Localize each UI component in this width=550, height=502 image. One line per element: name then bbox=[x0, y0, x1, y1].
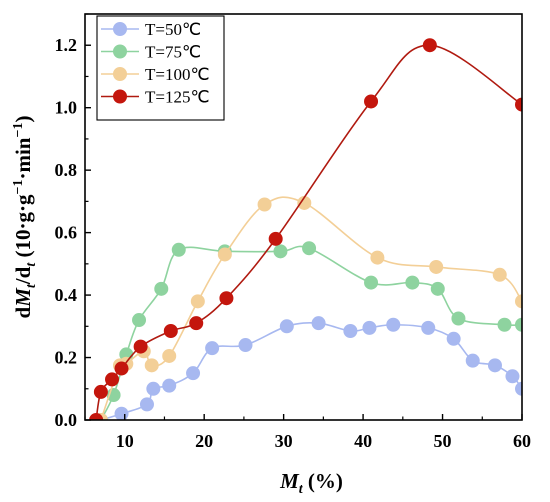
data-point bbox=[405, 275, 420, 290]
data-point bbox=[515, 97, 522, 112]
data-point bbox=[505, 369, 520, 384]
data-point bbox=[268, 231, 283, 246]
data-point bbox=[311, 316, 326, 331]
x-tick-label: 60 bbox=[513, 431, 531, 451]
data-point bbox=[144, 358, 159, 373]
y-tick-label: 1.2 bbox=[55, 35, 78, 55]
x-tick-label: 40 bbox=[354, 431, 372, 451]
data-point bbox=[446, 331, 461, 346]
y-tick-label: 1.0 bbox=[55, 98, 78, 118]
y-axis-title: dMt/dt (10·g·g−1·min−1) bbox=[11, 116, 39, 319]
series-4 bbox=[89, 38, 522, 420]
data-point bbox=[189, 316, 204, 331]
series-2 bbox=[93, 241, 522, 420]
data-point bbox=[139, 397, 154, 412]
data-point bbox=[162, 378, 177, 393]
plot-frame bbox=[84, 13, 523, 421]
data-point bbox=[364, 275, 379, 290]
data-point bbox=[487, 358, 502, 373]
data-point bbox=[154, 281, 169, 296]
legend-label: T=100℃ bbox=[145, 65, 210, 84]
data-point bbox=[451, 311, 466, 326]
data-point bbox=[422, 38, 437, 53]
data-point bbox=[114, 361, 129, 376]
data-point bbox=[105, 372, 120, 387]
y-tick-label: 0.2 bbox=[55, 348, 78, 368]
data-point bbox=[146, 381, 161, 396]
data-point bbox=[421, 320, 436, 335]
legend-marker bbox=[113, 89, 128, 104]
axes-layer: 10 20 30 40 50 60 0.0 0.2 0.4 0.6 0.8 1.0 1.2 bbox=[55, 13, 531, 451]
data-point bbox=[279, 319, 294, 334]
series-layer bbox=[89, 38, 522, 420]
data-point bbox=[114, 406, 129, 420]
data-point bbox=[171, 242, 186, 257]
data-point bbox=[386, 317, 401, 332]
data-point bbox=[257, 197, 272, 212]
data-point bbox=[515, 381, 522, 396]
legend-label: T=50℃ bbox=[145, 20, 201, 39]
data-point bbox=[186, 366, 201, 381]
data-point bbox=[492, 267, 507, 282]
data-point bbox=[343, 323, 358, 338]
data-point bbox=[515, 294, 522, 309]
data-point bbox=[132, 313, 147, 328]
x-tick-label: 30 bbox=[275, 431, 293, 451]
data-point bbox=[93, 384, 108, 399]
data-point bbox=[497, 317, 512, 332]
data-point bbox=[430, 281, 445, 296]
legend-marker bbox=[113, 67, 128, 82]
data-point bbox=[362, 320, 377, 335]
data-point bbox=[190, 294, 205, 309]
x-tick-label: 50 bbox=[434, 431, 452, 451]
x-tick-label: 10 bbox=[116, 431, 134, 451]
y-tick-label: 0.0 bbox=[55, 410, 78, 430]
x-axis-title: Mt (%) bbox=[279, 469, 343, 497]
data-point bbox=[465, 353, 480, 368]
data-point bbox=[429, 259, 444, 274]
data-point bbox=[219, 291, 234, 306]
data-point bbox=[162, 348, 177, 363]
data-point bbox=[238, 338, 253, 353]
data-point bbox=[302, 241, 317, 256]
data-point bbox=[515, 317, 522, 332]
legend-label: T=75℃ bbox=[145, 43, 201, 62]
data-point bbox=[370, 250, 385, 265]
axis-titles: Mt (%) dMt/dt (10·g·g−1·min−1) bbox=[11, 116, 343, 497]
legend-label: T=125℃ bbox=[145, 88, 210, 107]
data-point bbox=[163, 323, 178, 338]
legend-marker bbox=[113, 21, 128, 36]
legend-marker bbox=[113, 44, 128, 59]
y-tick-label: 0.8 bbox=[55, 160, 78, 180]
data-point bbox=[205, 341, 220, 356]
x-tick-label: 20 bbox=[195, 431, 213, 451]
y-tick-label: 0.4 bbox=[55, 285, 78, 305]
data-point bbox=[273, 244, 288, 259]
data-point bbox=[364, 94, 379, 109]
data-point bbox=[133, 339, 148, 354]
y-tick-label: 0.6 bbox=[55, 223, 78, 243]
series-1 bbox=[93, 316, 522, 420]
data-point bbox=[217, 247, 232, 262]
legend: T=50℃ T=75℃ T=100℃ T=125℃ bbox=[96, 15, 225, 121]
